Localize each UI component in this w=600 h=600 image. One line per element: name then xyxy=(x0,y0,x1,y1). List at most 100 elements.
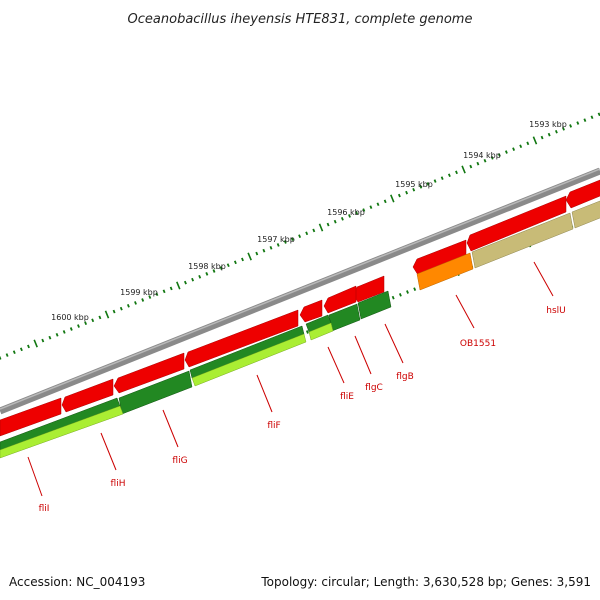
minor-tick xyxy=(5,353,9,357)
minor-tick xyxy=(298,234,302,239)
tick-ring xyxy=(0,112,600,457)
minor-tick xyxy=(562,127,565,131)
label-lines xyxy=(27,261,554,497)
minor-tick xyxy=(191,277,195,282)
cog-block xyxy=(191,333,307,387)
minor-tick xyxy=(290,237,294,241)
major-tick xyxy=(461,165,466,174)
minor-tick xyxy=(369,205,373,209)
cds-arrow xyxy=(565,179,600,209)
minor-tick xyxy=(233,260,237,265)
minor-tick xyxy=(12,350,16,355)
minor-tick xyxy=(348,214,351,218)
minor-tick xyxy=(326,222,330,227)
gene-label-hslU: hslU xyxy=(546,306,565,316)
minor-tick xyxy=(333,219,337,224)
minor-tick xyxy=(205,272,209,276)
major-tick xyxy=(247,252,252,261)
minor-tick xyxy=(490,156,494,160)
cds-track xyxy=(0,179,600,437)
cds-arrow xyxy=(323,285,357,314)
minor-tick xyxy=(276,243,280,247)
gene-label-fliE: fliE xyxy=(340,392,354,402)
major-tick xyxy=(390,194,395,203)
gene-label-OB1551: OB1551 xyxy=(460,339,496,349)
minor-tick xyxy=(98,315,102,320)
minor-tick xyxy=(355,211,359,215)
minor-tick xyxy=(62,330,66,334)
cog-block xyxy=(357,290,392,320)
minor-tick xyxy=(69,327,73,331)
minor-tick xyxy=(440,176,444,180)
cog-track xyxy=(0,200,600,459)
minor-tick xyxy=(305,231,309,236)
minor-tick xyxy=(84,321,88,326)
minor-tick xyxy=(376,202,380,207)
major-tick xyxy=(104,310,110,319)
accession-text: Accession: NC_004193 xyxy=(9,575,145,589)
minor-tick xyxy=(405,190,409,195)
gene-label-flgC: flgC xyxy=(365,383,383,393)
minor-tick xyxy=(504,150,508,154)
cog-block xyxy=(571,200,600,229)
minor-tick xyxy=(398,293,402,297)
topology-text: Topology: circular; Length: 3,630,528 bp… xyxy=(260,575,591,589)
cds-arrow xyxy=(466,195,567,252)
minor-tick xyxy=(183,280,187,285)
minor-tick xyxy=(433,179,437,183)
minor-tick xyxy=(526,141,530,146)
kbp-label: 1597 kbp xyxy=(257,235,295,244)
backbone-track xyxy=(0,167,600,415)
kbp-label: 1594 kbp xyxy=(463,151,501,160)
major-tick xyxy=(532,136,538,145)
gene-label-fliH: fliH xyxy=(111,479,126,489)
minor-tick xyxy=(340,216,344,221)
minor-tick xyxy=(262,248,266,253)
minor-tick xyxy=(219,266,223,270)
minor-tick xyxy=(554,129,558,134)
minor-tick xyxy=(512,147,516,151)
kbp-label: 1593 kbp xyxy=(529,120,567,129)
minor-tick xyxy=(497,153,501,157)
minor-tick xyxy=(476,161,480,166)
minor-tick xyxy=(255,251,259,256)
gene-labels: hslU OB1551 flgB flgC fliE fliF fliG fli… xyxy=(39,306,566,514)
kbp-label: 1600 kbp xyxy=(51,313,89,322)
minor-tick xyxy=(119,306,123,311)
minor-tick xyxy=(155,292,159,297)
minor-tick xyxy=(112,309,116,314)
minor-tick xyxy=(519,144,523,149)
gene-label-fliG: fliG xyxy=(172,456,187,466)
gene-label-flgB: flgB xyxy=(396,372,414,382)
minor-tick xyxy=(55,332,59,337)
minor-tick xyxy=(162,289,166,294)
minor-tick xyxy=(126,303,130,308)
gene-label-fliI: fliI xyxy=(39,504,50,514)
minor-tick xyxy=(141,298,145,302)
gene-label-fliF: fliF xyxy=(267,421,280,431)
map-title: Oceanobacillus iheyensis HTE831, complet… xyxy=(128,12,473,27)
minor-tick xyxy=(483,158,487,163)
minor-tick xyxy=(212,269,216,273)
minor-tick xyxy=(455,170,458,175)
minor-tick xyxy=(406,290,409,294)
minor-tick xyxy=(397,193,401,198)
minor-tick xyxy=(169,286,173,291)
minor-tick xyxy=(426,182,430,186)
minor-tick xyxy=(540,135,544,140)
cds-arrow xyxy=(412,239,467,276)
minor-tick xyxy=(590,115,594,120)
minor-tick xyxy=(362,208,366,212)
minor-tick xyxy=(198,274,202,279)
cds-arrow xyxy=(0,397,62,437)
minor-tick xyxy=(226,263,230,268)
cds-arrow xyxy=(299,299,323,323)
kbp-label: 1596 kbp xyxy=(327,208,365,217)
minor-tick xyxy=(469,164,473,169)
minor-tick xyxy=(19,347,23,352)
minor-tick xyxy=(447,173,451,178)
minor-tick xyxy=(312,228,316,233)
cog-block xyxy=(471,212,574,269)
minor-tick xyxy=(583,118,587,122)
